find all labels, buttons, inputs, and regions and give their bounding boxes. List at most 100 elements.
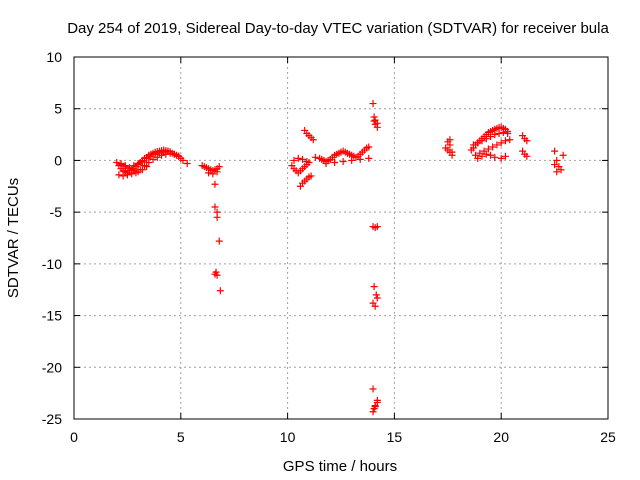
data-point xyxy=(175,152,183,160)
data-point xyxy=(373,398,381,406)
data-point xyxy=(155,149,163,157)
data-point xyxy=(495,130,503,138)
data-point xyxy=(373,223,381,231)
data-point xyxy=(523,137,531,145)
data-point xyxy=(147,152,155,160)
data-point xyxy=(121,163,129,171)
x-tick-label: 25 xyxy=(600,429,616,445)
data-point xyxy=(215,237,223,245)
data-point xyxy=(553,156,561,164)
data-point xyxy=(370,113,378,121)
data-point xyxy=(123,171,131,179)
data-point xyxy=(369,100,377,108)
data-point xyxy=(164,147,172,155)
data-point xyxy=(489,143,497,151)
data-point xyxy=(299,155,307,163)
grid-lines xyxy=(74,57,608,419)
data-point xyxy=(213,271,221,279)
data-point xyxy=(551,161,559,169)
data-point xyxy=(145,158,153,166)
data-point xyxy=(474,154,482,162)
data-point xyxy=(482,150,490,158)
x-tick-label: 5 xyxy=(177,429,185,445)
data-point xyxy=(290,156,298,164)
data-points xyxy=(113,100,567,416)
x-axis-label: GPS time / hours xyxy=(283,458,397,475)
data-point xyxy=(499,129,507,137)
x-tick-label: 10 xyxy=(280,429,296,445)
data-point xyxy=(373,119,381,127)
chart-title: Day 254 of 2019, Sidereal Day-to-day VTE… xyxy=(67,20,609,37)
y-tick-label: -5 xyxy=(50,204,63,220)
y-tick-label: -25 xyxy=(42,411,62,427)
data-point xyxy=(134,160,142,168)
data-point xyxy=(501,152,509,160)
data-point xyxy=(523,152,531,160)
y-tick-label: 0 xyxy=(54,152,62,168)
data-point xyxy=(303,157,311,165)
data-point xyxy=(130,167,138,175)
data-point xyxy=(487,133,495,141)
data-point xyxy=(487,151,495,159)
data-point xyxy=(557,166,565,174)
data-point xyxy=(497,154,505,162)
data-point xyxy=(331,158,339,166)
data-point xyxy=(369,408,377,416)
x-tick-label: 0 xyxy=(70,429,78,445)
data-point xyxy=(115,171,123,179)
data-point xyxy=(205,169,213,177)
data-point xyxy=(179,156,187,164)
data-point xyxy=(215,163,223,171)
data-point xyxy=(213,213,221,221)
data-point xyxy=(356,155,364,163)
data-point xyxy=(117,161,125,169)
x-tick-label: 20 xyxy=(493,429,509,445)
data-point xyxy=(501,137,509,145)
data-point xyxy=(170,150,178,158)
data-point xyxy=(143,163,151,171)
data-point xyxy=(216,287,224,295)
data-point xyxy=(151,150,159,158)
data-point xyxy=(482,135,490,143)
data-point xyxy=(484,145,492,153)
y-tick-label: -15 xyxy=(42,308,62,324)
data-point xyxy=(491,131,499,139)
data-point xyxy=(365,154,373,162)
x-tick-label: 15 xyxy=(387,429,403,445)
data-point xyxy=(126,165,134,173)
data-point xyxy=(209,170,217,178)
data-point xyxy=(493,141,501,149)
data-point xyxy=(553,168,561,176)
y-tick-label: 5 xyxy=(54,101,62,117)
data-point xyxy=(311,153,319,161)
y-tick-label: 10 xyxy=(46,49,62,65)
y-axis-label: SDTVAR / TECUs xyxy=(5,178,22,298)
data-point xyxy=(365,143,373,151)
data-point xyxy=(211,203,219,211)
data-point xyxy=(294,154,302,162)
data-point xyxy=(448,148,456,156)
x-tick-labels: 0 5 10 15 20 25 xyxy=(70,429,616,445)
plot-frame xyxy=(73,56,609,420)
data-point xyxy=(497,139,505,147)
data-point xyxy=(143,154,151,162)
y-tick-label: -20 xyxy=(42,359,62,375)
data-point xyxy=(478,137,486,145)
data-point xyxy=(119,172,127,180)
y-tick-labels: 10 5 0 -5 -10 -15 -20 -25 xyxy=(42,49,62,427)
data-point xyxy=(551,147,559,155)
data-point xyxy=(212,268,220,276)
data-point xyxy=(138,157,146,165)
data-point xyxy=(339,157,347,165)
data-point xyxy=(371,403,379,411)
data-point xyxy=(211,180,219,188)
data-point xyxy=(348,156,356,164)
data-point xyxy=(491,153,499,161)
data-point xyxy=(309,136,317,144)
data-point xyxy=(213,168,221,176)
data-point xyxy=(478,152,486,160)
data-point xyxy=(370,283,378,291)
data-point xyxy=(559,151,567,159)
